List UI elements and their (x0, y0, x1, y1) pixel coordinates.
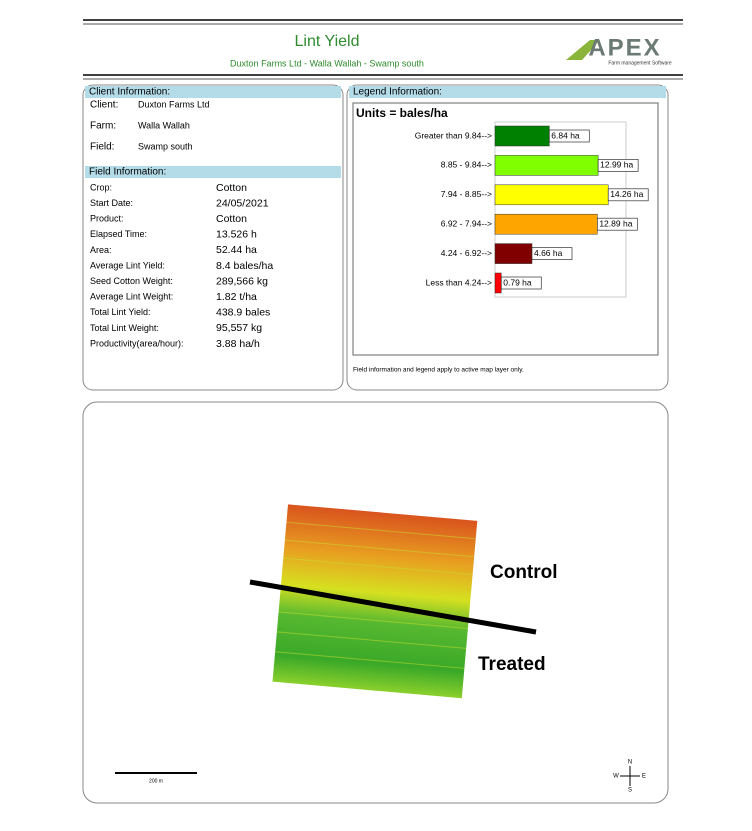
field-label: Seed Cotton Weight: (90, 276, 173, 286)
field-value: 1.82 t/ha (216, 291, 257, 303)
section-heading: Client Information: (89, 87, 170, 98)
category-label: 7.94 - 8.85--> (441, 189, 492, 199)
value-label-box (596, 217, 638, 231)
field-value: 13.526 h (216, 229, 257, 241)
category-label: Greater than 9.84--> (415, 130, 492, 140)
field-label: Start Date: (90, 198, 133, 208)
category-label: Less than 4.24--> (426, 277, 492, 287)
bar (494, 184, 609, 206)
compass-label: N (628, 760, 632, 766)
bar (494, 155, 599, 176)
section-header (85, 86, 341, 98)
logo: APEX (588, 34, 661, 61)
field-rows (275, 521, 476, 669)
field-value: 3.88 ha/h (216, 338, 260, 350)
value-label: 4.66 ha (534, 248, 563, 258)
field-yield (272, 504, 478, 699)
field-label: Field: (90, 142, 114, 153)
field-map (272, 504, 478, 699)
value-label-box (500, 276, 542, 290)
field-value: Duxton Farms Ltd (138, 99, 210, 109)
value-label: 12.89 ha (599, 218, 632, 228)
field-label: Farm: (90, 121, 116, 132)
field-value: 289,566 kg (216, 275, 268, 287)
value-label: 6.84 ha (551, 130, 580, 140)
chart-title: Units = bales/ha (356, 106, 448, 120)
value-label-box (548, 129, 590, 143)
section-heading: Field Information: (89, 167, 166, 178)
map-label: Treated (478, 654, 546, 675)
field-label: Client: (90, 100, 118, 111)
legend-panel (346, 84, 669, 391)
subtitle: Duxton Farms Ltd - Walla Wallah - Swamp … (230, 58, 424, 68)
value-label: 14.26 ha (610, 189, 643, 199)
divider-line (249, 579, 537, 635)
plot-area (494, 121, 627, 298)
value-label-box (531, 247, 573, 260)
field-value: 24/05/2021 (216, 197, 269, 209)
bar (494, 243, 533, 264)
field-value: Cotton (216, 182, 247, 194)
category-label: 6.92 - 7.94--> (441, 218, 492, 228)
note: Field information and legend apply to ac… (353, 367, 524, 374)
field-label: Elapsed Time: (90, 229, 147, 239)
map-label: Control (490, 562, 558, 583)
field-label: Average Lint Weight: (90, 292, 173, 302)
field-value: Walla Wallah (138, 120, 190, 130)
logo-tagline: Farm management Software (608, 60, 672, 66)
section-header (85, 166, 341, 178)
category-label: 8.85 - 9.84--> (441, 160, 492, 170)
bar (494, 125, 550, 147)
info-panel (82, 84, 344, 391)
field-label: Total Lint Weight: (90, 323, 159, 333)
title: Lint Yield (295, 33, 360, 50)
section-header (349, 86, 666, 98)
compass-label: E (642, 774, 646, 780)
field-value: Cotton (216, 213, 247, 225)
field-value: 95,557 kg (216, 322, 262, 334)
bar (494, 272, 502, 294)
value-label: 0.79 ha (503, 277, 532, 287)
category-label: 4.24 - 6.92--> (441, 248, 492, 258)
section-heading: Legend Information: (353, 87, 442, 98)
field-value: Swamp south (138, 141, 193, 151)
value-label-box (607, 188, 649, 202)
bar (494, 213, 598, 235)
compass-label: W (613, 774, 619, 780)
field-label: Productivity(area/hour): (90, 338, 184, 348)
field-label: Average Lint Yield: (90, 260, 165, 270)
field-label: Crop: (90, 182, 112, 192)
field-value: 8.4 bales/ha (216, 260, 273, 272)
field-value: 438.9 bales (216, 307, 270, 319)
scale-label: 200 m (149, 778, 163, 784)
field-label: Area: (90, 245, 112, 255)
compass-label: S (628, 788, 632, 794)
field-value: 52.44 ha (216, 244, 257, 256)
value-label: 12.99 ha (600, 160, 633, 170)
value-label-box (597, 159, 639, 172)
map-panel (82, 401, 669, 804)
field-label: Product: (90, 214, 124, 224)
logo-mark (566, 40, 600, 60)
field-label: Total Lint Yield: (90, 307, 151, 317)
